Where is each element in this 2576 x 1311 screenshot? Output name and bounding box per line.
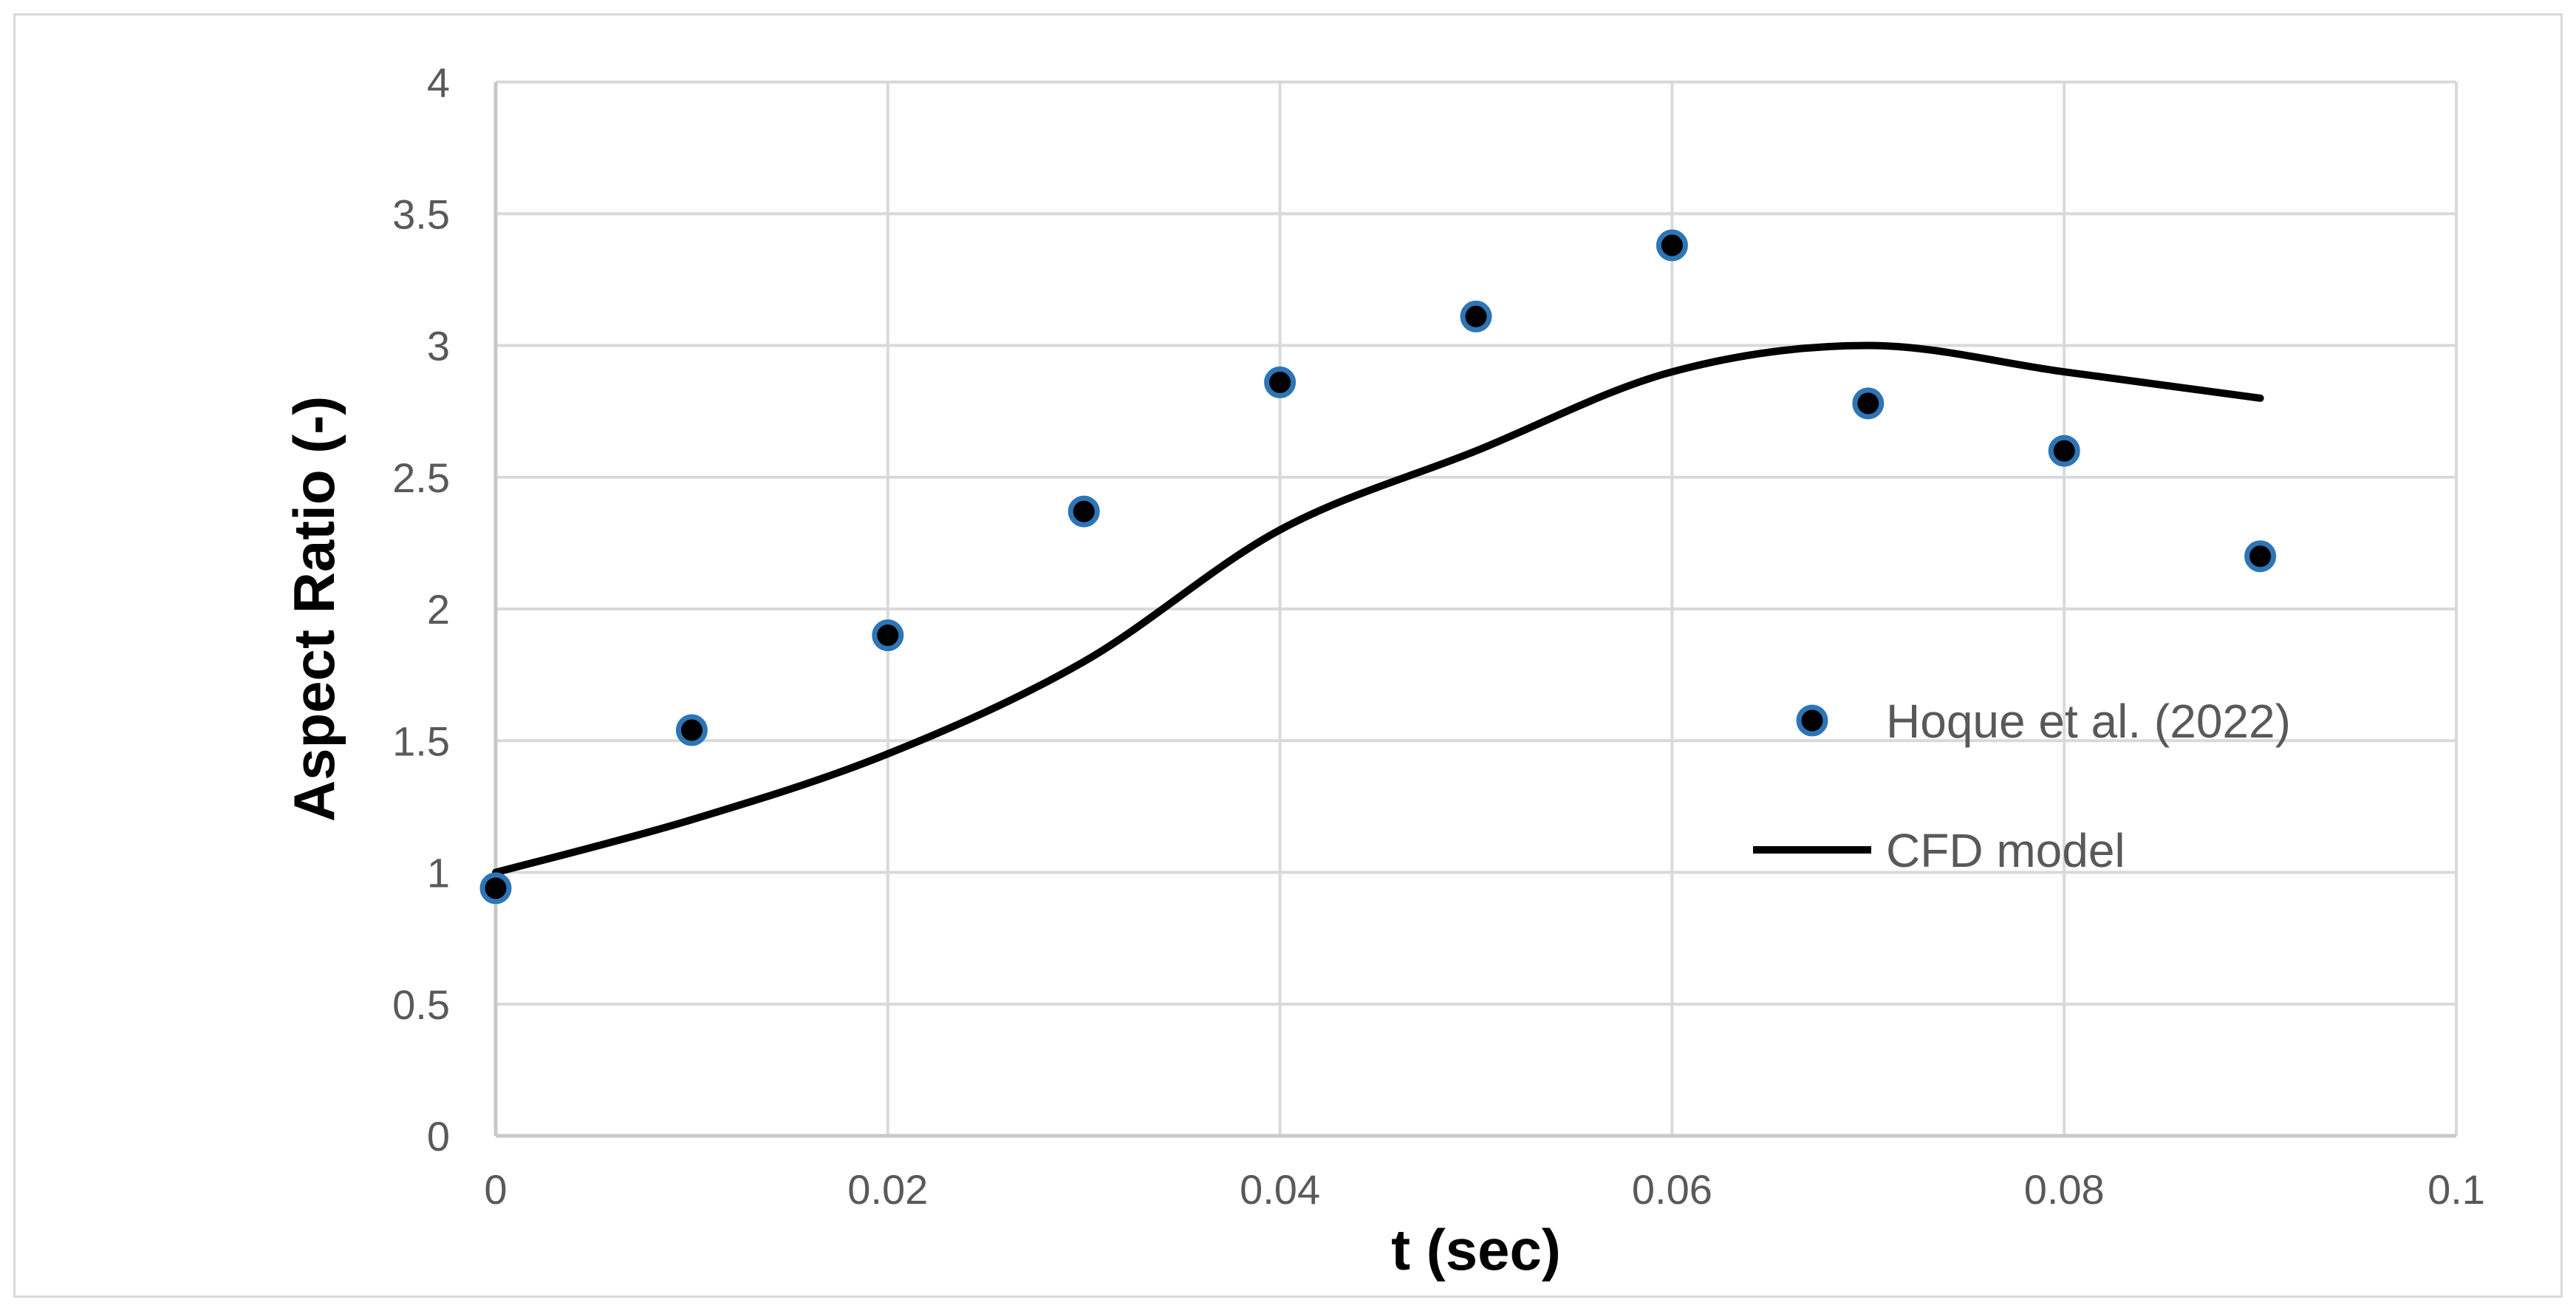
y-tick-label: 0 [427, 1113, 450, 1160]
y-tick-label: 1.5 [392, 718, 450, 764]
legend-label-hoque: Hoque et al. (2022) [1886, 695, 2291, 748]
legend-label-cfd: CFD model [1886, 824, 2125, 877]
y-tick-label: 1 [427, 850, 450, 896]
data-point [479, 872, 512, 905]
x-tick-label: 0.02 [847, 1166, 928, 1213]
x-tick-label: 0.1 [2428, 1166, 2485, 1213]
y-tick-label: 3.5 [392, 191, 450, 237]
x-tick-label: 0.08 [2024, 1166, 2105, 1213]
y-tick-label: 4 [427, 59, 450, 106]
data-point [675, 714, 708, 746]
data-point [2244, 540, 2277, 573]
tick-labels: 0 0.02 0.04 0.06 0.08 0.1 0 0.5 1 1.5 2 2.5 3 3.5 4 [392, 59, 2485, 1213]
x-axis-title: t (sec) [1391, 1217, 1561, 1282]
y-axis-title: Aspect Ratio (-) [281, 396, 346, 822]
data-point [872, 619, 904, 652]
data-point [1852, 387, 1885, 420]
data-point [1264, 366, 1296, 398]
y-tick-label: 2.5 [392, 454, 450, 501]
x-tick-label: 0.04 [1240, 1166, 1320, 1213]
chart-frame [13, 13, 2563, 1298]
y-tick-label: 3 [427, 323, 450, 370]
data-point [2048, 435, 2080, 467]
data-point [1067, 495, 1100, 528]
series-layer [479, 229, 2277, 905]
data-point [1656, 229, 1688, 262]
cfd-model-line [492, 341, 2264, 876]
legend: Hoque et al. (2022) CFD model [1753, 695, 2291, 877]
y-tick-label: 0.5 [392, 981, 450, 1028]
legend-marker-icon [1796, 704, 1828, 737]
x-tick-label: 0 [484, 1166, 507, 1213]
data-point [1460, 300, 1492, 333]
y-tick-label: 2 [427, 586, 450, 633]
x-tick-label: 0.06 [1632, 1166, 1712, 1213]
grid [493, 81, 2458, 1138]
